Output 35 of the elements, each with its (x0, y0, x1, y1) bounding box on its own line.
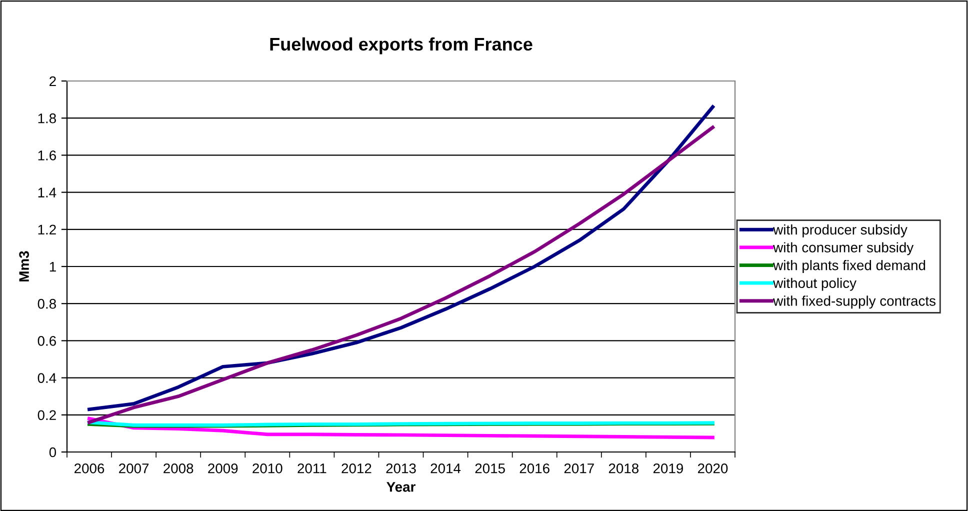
y-tick-label: 0.2 (38, 410, 56, 420)
y-tick-label: 0.4 (38, 373, 56, 383)
x-tick-label: 2008 (164, 463, 194, 474)
legend-label: with producer subsidy (773, 224, 908, 238)
x-tick-label: 2014 (430, 463, 461, 474)
line-series (88, 416, 714, 440)
x-tick-label: 2007 (119, 463, 149, 474)
y-tick-label: 1 (50, 262, 56, 272)
y-tick-label: 1.8 (38, 113, 56, 124)
x-tick-label: 2009 (208, 463, 238, 474)
y-tick-label: 0 (49, 447, 56, 458)
legend-label: with consumer subsidy (773, 242, 914, 256)
legend-label: with fixed-supply contracts (773, 296, 936, 309)
x-tick-label: 2019 (653, 463, 683, 474)
x-tick-label: 2012 (342, 463, 372, 474)
legend-label: without policy (773, 278, 856, 291)
x-tick-label: 2018 (608, 463, 639, 474)
y-tick-label: 1.4 (38, 188, 56, 198)
x-tick-label: 2006 (74, 463, 104, 474)
x-tick-label: 2020 (698, 463, 728, 474)
legend-label: with plants fixed demand (773, 260, 926, 273)
x-tick-label: 2015 (475, 463, 505, 474)
x-axis-title: Year (386, 482, 416, 492)
chart-title: Fuelwood exports from France (270, 37, 532, 54)
x-tick-label: 2011 (298, 463, 326, 474)
x-tick-label: 2010 (252, 463, 282, 474)
y-tick-label: 0.8 (38, 298, 56, 309)
y-axis-title: Mm3 (19, 251, 29, 282)
y-tick-label: 0.6 (38, 336, 56, 346)
y-tick-label: 1.2 (38, 224, 56, 234)
x-tick-label: 2013 (386, 463, 416, 474)
y-tick-label: 2 (50, 76, 56, 86)
x-tick-label: 2017 (564, 463, 594, 474)
y-tick-label: 1.6 (38, 150, 56, 160)
x-tick-label: 2016 (520, 463, 550, 474)
